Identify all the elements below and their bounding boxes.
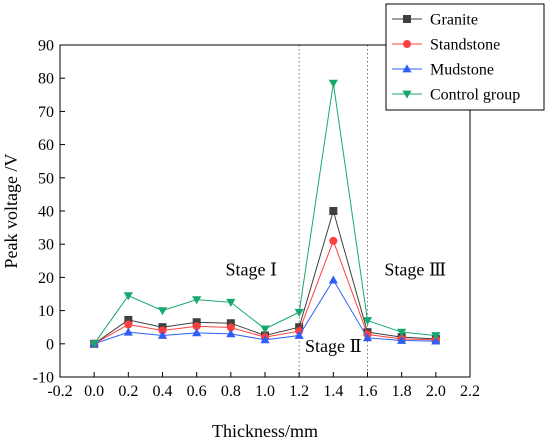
legend-label: Mudstone <box>430 62 494 79</box>
data-point <box>260 325 270 334</box>
y-tick-label: 10 <box>38 303 54 320</box>
data-point <box>124 315 133 324</box>
data-point <box>329 207 338 215</box>
legend-marker <box>403 15 411 23</box>
legend-marker <box>403 40 411 48</box>
x-tick-label: 1.8 <box>392 383 412 400</box>
legend-label: Standstone <box>430 37 500 54</box>
x-tick-label: 1.2 <box>289 383 309 400</box>
x-axis-ticks: -0.2 0.0 0.2 0.4 0.6 0.8 1.0 1.2 1.4 1.6 1.8 2.0 2.2 <box>47 372 480 400</box>
series-control-group <box>89 79 441 349</box>
x-tick-label: 1.4 <box>323 383 343 400</box>
legend-item: Control group <box>392 87 520 104</box>
x-tick-label: 1.6 <box>358 383 378 400</box>
y-axis-title: Peak voltage /V <box>1 154 21 269</box>
y-tick-label: 20 <box>38 270 54 287</box>
series-mudstone <box>89 275 441 348</box>
y-tick-label: 70 <box>38 104 54 121</box>
x-tick-label: 0.0 <box>84 383 104 400</box>
data-point <box>362 333 373 342</box>
y-tick-label: 80 <box>38 71 54 88</box>
x-tick-label: 1.0 <box>255 383 275 400</box>
legend-item: Standstone <box>392 37 500 54</box>
x-tick-label: 0.8 <box>221 383 241 400</box>
data-point <box>294 330 304 339</box>
data-point <box>328 275 338 284</box>
data-point <box>158 326 167 335</box>
y-tick-label: 40 <box>38 204 54 221</box>
data-point <box>123 327 133 336</box>
series-line <box>93 83 436 345</box>
x-tick-label: 2.0 <box>426 383 446 400</box>
y-tick-label: 0 <box>46 336 54 353</box>
legend: Granite Standstone Mudstone Control group <box>385 3 545 111</box>
legend-marker <box>402 64 412 73</box>
stage-annotations: Stage Ⅰ Stage Ⅱ Stage Ⅲ <box>226 260 447 356</box>
data-point <box>123 292 133 301</box>
data-point <box>192 322 201 331</box>
legend-box <box>385 3 545 111</box>
data-point <box>294 308 304 317</box>
data-point <box>192 296 202 305</box>
x-tick-label: 2.2 <box>460 383 480 400</box>
legend-item: Mudstone <box>392 62 494 79</box>
legend-marker <box>402 90 412 99</box>
data-point <box>328 79 338 88</box>
legend-label: Control group <box>430 87 520 104</box>
x-axis-title: Thickness/mm <box>212 421 318 441</box>
data-point <box>157 330 168 339</box>
data-point <box>431 336 441 345</box>
x-tick-label: 0.2 <box>118 383 138 400</box>
y-tick-label: 90 <box>38 38 54 55</box>
data-point <box>329 236 338 245</box>
data-point <box>260 335 270 344</box>
stage-label: Stage Ⅰ <box>226 260 278 280</box>
data-point <box>226 323 235 332</box>
data-point <box>226 298 236 307</box>
legend-label: Granite <box>430 12 478 29</box>
data-point <box>157 307 168 316</box>
y-axis-ticks: -10 0 10 20 30 40 50 60 70 80 90 <box>33 38 65 387</box>
stage-label: Stage Ⅱ <box>305 336 362 356</box>
stage-label: Stage Ⅲ <box>384 260 446 280</box>
data-point <box>397 335 407 344</box>
data-point <box>226 329 236 338</box>
x-tick-label: -0.2 <box>47 383 72 400</box>
x-tick-label: 0.6 <box>187 383 207 400</box>
data-point <box>397 328 407 337</box>
data-point <box>192 328 202 337</box>
data-point <box>226 319 235 328</box>
y-tick-label: 60 <box>38 137 54 154</box>
data-point <box>89 340 99 349</box>
y-tick-label: 50 <box>38 170 54 187</box>
x-tick-label: 0.4 <box>153 383 173 400</box>
data-point <box>362 317 373 326</box>
legend-item: Granite <box>392 12 478 29</box>
data-point <box>431 332 441 341</box>
y-tick-label: -10 <box>33 370 54 387</box>
series-layer <box>89 79 441 349</box>
y-tick-label: 30 <box>38 237 54 254</box>
data-point <box>124 320 133 329</box>
